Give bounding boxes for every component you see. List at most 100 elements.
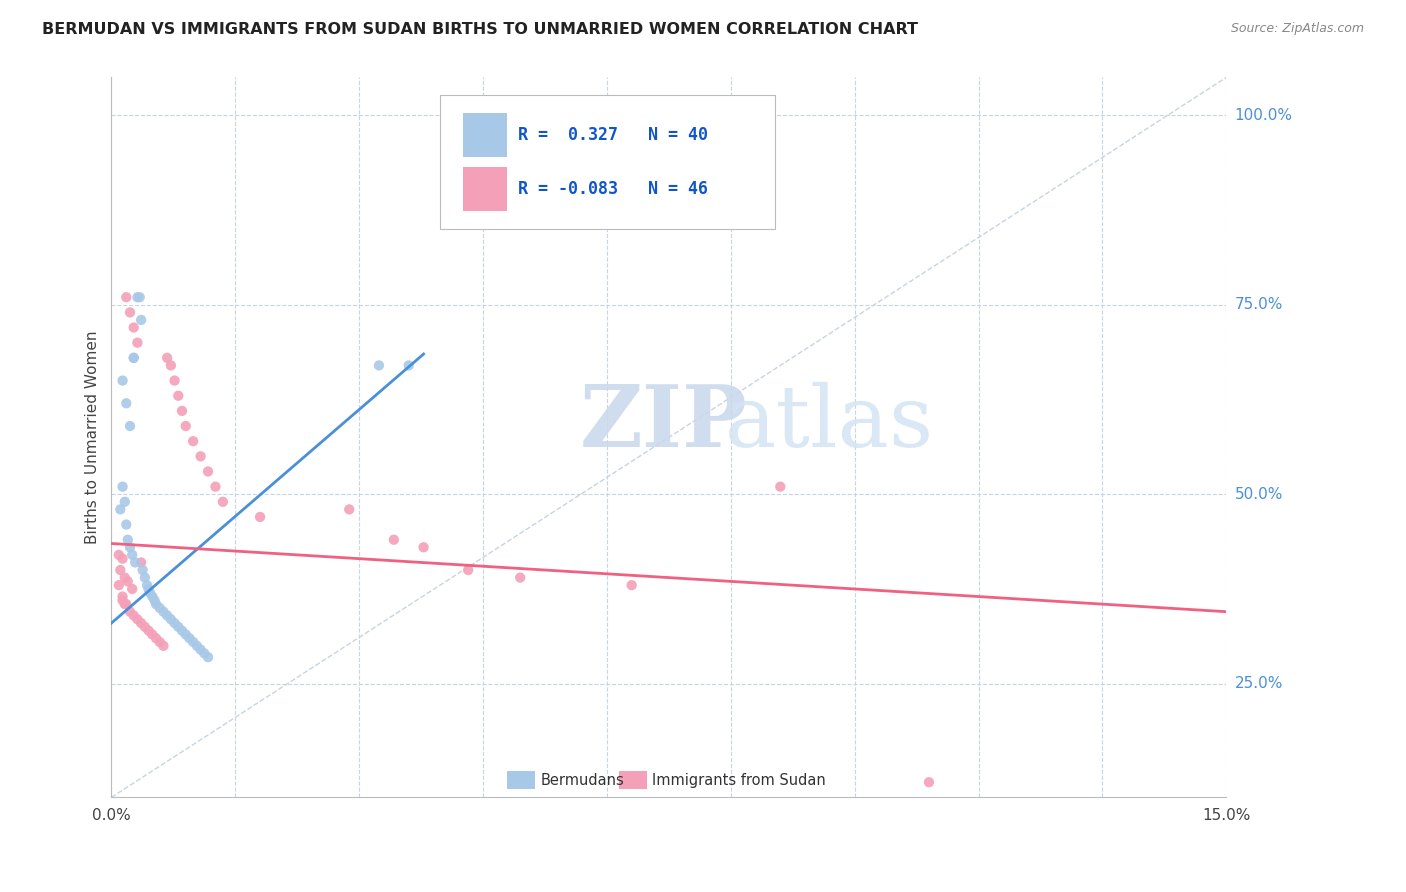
Point — [769, 480, 792, 494]
Point — [149, 635, 172, 649]
Point — [212, 495, 235, 509]
Point — [249, 510, 271, 524]
Point — [368, 359, 391, 373]
Point — [141, 627, 163, 641]
Point — [111, 551, 134, 566]
Point — [117, 574, 139, 589]
Point — [108, 578, 131, 592]
Point — [179, 632, 201, 646]
Point — [197, 650, 219, 665]
Point — [190, 642, 212, 657]
Point — [118, 305, 141, 319]
Text: R = -0.083   N = 46: R = -0.083 N = 46 — [519, 180, 709, 198]
Point — [129, 313, 152, 327]
Text: Source: ZipAtlas.com: Source: ZipAtlas.com — [1230, 22, 1364, 36]
Point — [127, 290, 149, 304]
Text: BERMUDAN VS IMMIGRANTS FROM SUDAN BIRTHS TO UNMARRIED WOMEN CORRELATION CHART: BERMUDAN VS IMMIGRANTS FROM SUDAN BIRTHS… — [42, 22, 918, 37]
Text: 75.0%: 75.0% — [1234, 297, 1282, 312]
Point — [181, 434, 204, 449]
Point — [918, 775, 941, 789]
Point — [186, 639, 208, 653]
Point — [398, 359, 420, 373]
Point — [110, 502, 132, 516]
Point — [122, 351, 145, 365]
Point — [337, 502, 360, 516]
Point — [174, 419, 197, 434]
Point — [190, 450, 212, 464]
Point — [111, 374, 134, 388]
Text: atlas: atlas — [724, 382, 934, 465]
Point — [127, 612, 149, 626]
Point — [122, 320, 145, 334]
Point — [152, 605, 174, 619]
Text: 15.0%: 15.0% — [1202, 808, 1250, 823]
Point — [412, 541, 434, 555]
Point — [111, 593, 134, 607]
Point — [115, 597, 138, 611]
Point — [167, 389, 190, 403]
Point — [145, 632, 167, 646]
Point — [181, 635, 204, 649]
Point — [139, 586, 162, 600]
Point — [129, 616, 152, 631]
Point — [134, 620, 156, 634]
Text: 50.0%: 50.0% — [1234, 487, 1282, 501]
Text: Immigrants from Sudan: Immigrants from Sudan — [652, 772, 825, 788]
Point — [134, 571, 156, 585]
Text: 0.0%: 0.0% — [91, 808, 131, 823]
Point — [163, 616, 186, 631]
Point — [115, 517, 138, 532]
Point — [121, 582, 143, 596]
Point — [145, 597, 167, 611]
Bar — [619, 771, 647, 789]
Point — [122, 351, 145, 365]
Point — [197, 465, 219, 479]
Point — [108, 548, 131, 562]
Point — [143, 593, 166, 607]
Point — [620, 578, 643, 592]
Point — [156, 351, 179, 365]
Point — [193, 646, 215, 660]
Point — [114, 571, 136, 585]
Text: 25.0%: 25.0% — [1234, 676, 1282, 691]
Point — [138, 624, 160, 638]
Text: Bermudans: Bermudans — [541, 772, 624, 788]
Point — [127, 335, 149, 350]
FancyBboxPatch shape — [440, 95, 775, 228]
Bar — [463, 113, 508, 157]
Point — [114, 597, 136, 611]
Point — [111, 590, 134, 604]
Point — [174, 627, 197, 641]
Point — [170, 404, 193, 418]
Y-axis label: Births to Unmarried Women: Births to Unmarried Women — [86, 331, 100, 544]
Point — [129, 556, 152, 570]
Point — [167, 620, 190, 634]
Text: 100.0%: 100.0% — [1234, 108, 1292, 123]
Point — [110, 563, 132, 577]
Point — [121, 548, 143, 562]
Text: R =  0.327   N = 40: R = 0.327 N = 40 — [519, 126, 709, 144]
Point — [124, 556, 146, 570]
Text: ZIP: ZIP — [579, 381, 748, 465]
Point — [114, 495, 136, 509]
Point — [152, 639, 174, 653]
Point — [509, 571, 531, 585]
Point — [149, 601, 172, 615]
Point — [115, 290, 138, 304]
Point — [136, 578, 159, 592]
Bar — [463, 168, 508, 211]
Bar — [508, 771, 536, 789]
Point — [117, 533, 139, 547]
Point — [163, 374, 186, 388]
Point — [128, 290, 150, 304]
Point — [111, 480, 134, 494]
Point — [160, 359, 183, 373]
Point — [204, 480, 226, 494]
Point — [138, 582, 160, 596]
Point — [122, 608, 145, 623]
Point — [170, 624, 193, 638]
Point — [382, 533, 405, 547]
Point — [141, 590, 163, 604]
Point — [156, 608, 179, 623]
Point — [115, 396, 138, 410]
